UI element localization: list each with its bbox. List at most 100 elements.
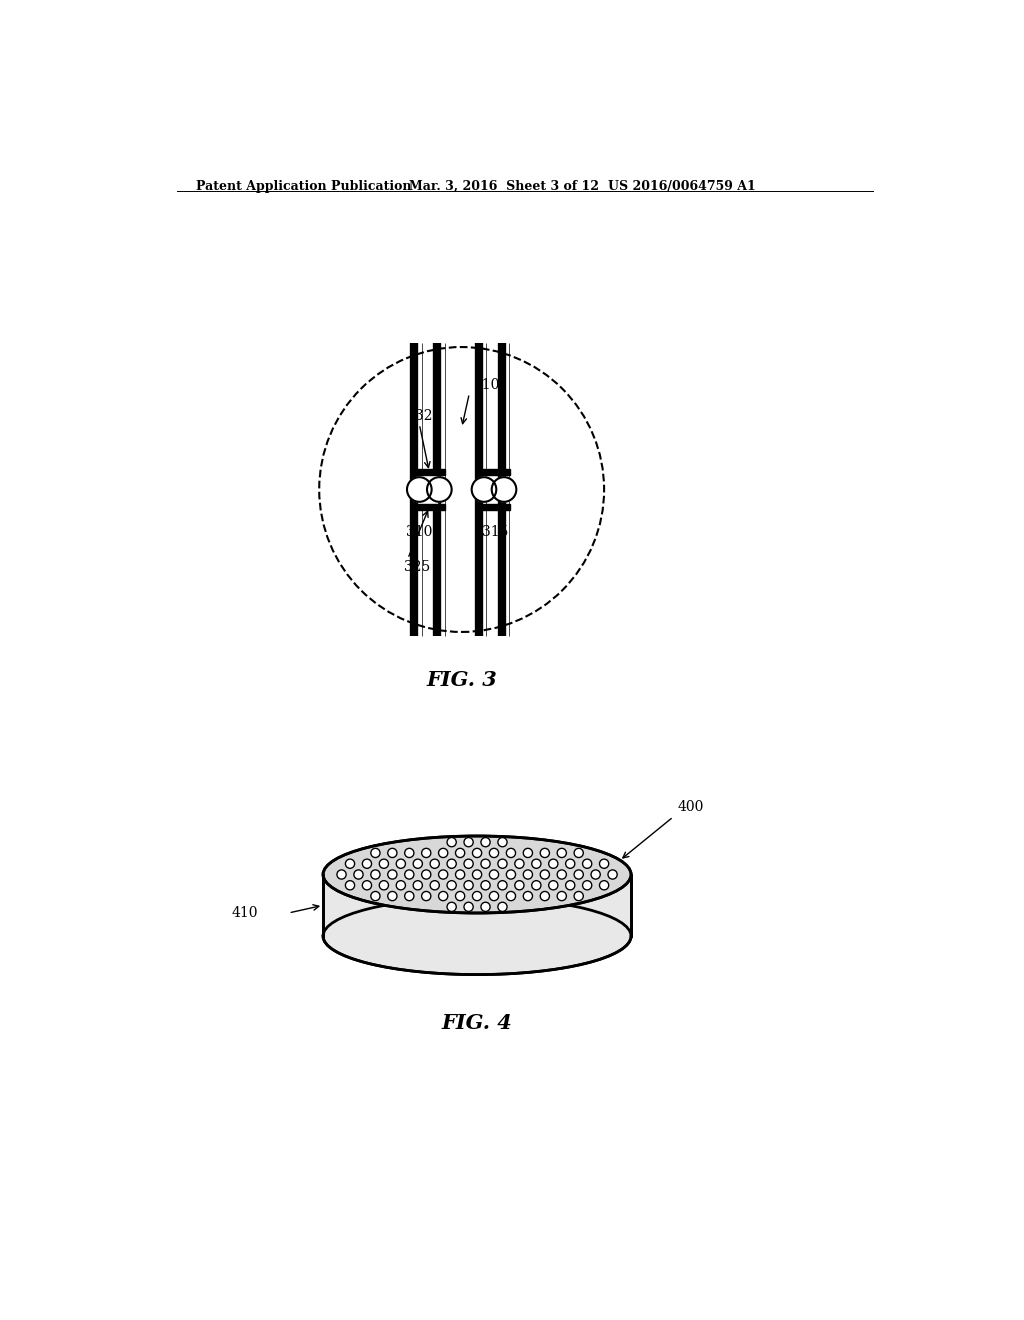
Text: 210: 210	[473, 378, 500, 392]
Circle shape	[541, 891, 550, 900]
Circle shape	[549, 859, 558, 869]
Circle shape	[430, 880, 439, 890]
Circle shape	[404, 849, 414, 858]
Circle shape	[506, 891, 515, 900]
Circle shape	[481, 880, 490, 890]
Polygon shape	[323, 875, 631, 974]
Circle shape	[599, 880, 608, 890]
Circle shape	[481, 903, 490, 911]
Circle shape	[447, 880, 457, 890]
Circle shape	[413, 880, 422, 890]
Circle shape	[464, 880, 473, 890]
Text: Patent Application Publication: Patent Application Publication	[196, 180, 412, 193]
Bar	[413, 504, 445, 511]
Circle shape	[608, 870, 617, 879]
Circle shape	[498, 903, 507, 911]
Circle shape	[447, 837, 457, 847]
Circle shape	[541, 870, 550, 879]
Circle shape	[447, 859, 457, 869]
Circle shape	[492, 477, 516, 502]
Bar	[478, 504, 510, 511]
Circle shape	[379, 880, 388, 890]
Circle shape	[464, 837, 473, 847]
Bar	[413, 469, 445, 475]
Circle shape	[362, 880, 372, 890]
Circle shape	[583, 859, 592, 869]
Circle shape	[413, 859, 422, 869]
Circle shape	[531, 880, 541, 890]
Text: US 2016/0064759 A1: US 2016/0064759 A1	[608, 180, 756, 193]
Text: 320: 320	[416, 408, 441, 422]
Circle shape	[456, 891, 465, 900]
Circle shape	[345, 880, 354, 890]
Circle shape	[362, 859, 372, 869]
Circle shape	[498, 837, 507, 847]
Circle shape	[456, 870, 465, 879]
Text: 315: 315	[482, 525, 509, 539]
Text: FIG. 4: FIG. 4	[441, 1014, 512, 1034]
Circle shape	[404, 870, 414, 879]
Circle shape	[430, 859, 439, 869]
Circle shape	[388, 891, 397, 900]
Circle shape	[523, 870, 532, 879]
Circle shape	[498, 859, 507, 869]
Circle shape	[557, 891, 566, 900]
Circle shape	[472, 477, 497, 502]
Circle shape	[464, 903, 473, 911]
Circle shape	[337, 870, 346, 879]
Circle shape	[523, 891, 532, 900]
Circle shape	[472, 891, 481, 900]
Circle shape	[541, 849, 550, 858]
Circle shape	[379, 859, 388, 869]
Circle shape	[506, 870, 515, 879]
Circle shape	[565, 859, 574, 869]
Circle shape	[404, 891, 414, 900]
Circle shape	[371, 849, 380, 858]
Circle shape	[472, 870, 481, 879]
Circle shape	[422, 849, 431, 858]
Circle shape	[574, 849, 584, 858]
Circle shape	[523, 849, 532, 858]
Text: Mar. 3, 2016  Sheet 3 of 12: Mar. 3, 2016 Sheet 3 of 12	[410, 180, 599, 193]
Circle shape	[506, 849, 515, 858]
Text: 400: 400	[677, 800, 703, 814]
Circle shape	[531, 859, 541, 869]
Circle shape	[472, 849, 481, 858]
Text: 325: 325	[403, 561, 430, 574]
Circle shape	[438, 891, 447, 900]
Circle shape	[438, 849, 447, 858]
Text: 310: 310	[407, 525, 432, 539]
Circle shape	[557, 849, 566, 858]
Circle shape	[489, 870, 499, 879]
Circle shape	[583, 880, 592, 890]
Circle shape	[515, 859, 524, 869]
Bar	[422, 475, 437, 504]
Text: 410: 410	[231, 906, 258, 920]
Circle shape	[557, 870, 566, 879]
Circle shape	[489, 891, 499, 900]
Circle shape	[489, 849, 499, 858]
Circle shape	[388, 870, 397, 879]
Circle shape	[422, 870, 431, 879]
Circle shape	[396, 859, 406, 869]
Circle shape	[396, 880, 406, 890]
Text: FIG. 3: FIG. 3	[426, 671, 497, 690]
Circle shape	[498, 880, 507, 890]
Circle shape	[456, 849, 465, 858]
Circle shape	[388, 849, 397, 858]
Circle shape	[371, 870, 380, 879]
Circle shape	[447, 903, 457, 911]
Circle shape	[574, 891, 584, 900]
Circle shape	[345, 859, 354, 869]
Circle shape	[438, 870, 447, 879]
Ellipse shape	[323, 836, 631, 913]
Circle shape	[574, 870, 584, 879]
Circle shape	[515, 880, 524, 890]
Circle shape	[481, 859, 490, 869]
Circle shape	[591, 870, 600, 879]
Circle shape	[354, 870, 364, 879]
Circle shape	[371, 891, 380, 900]
Circle shape	[427, 477, 452, 502]
Circle shape	[422, 891, 431, 900]
Circle shape	[565, 880, 574, 890]
